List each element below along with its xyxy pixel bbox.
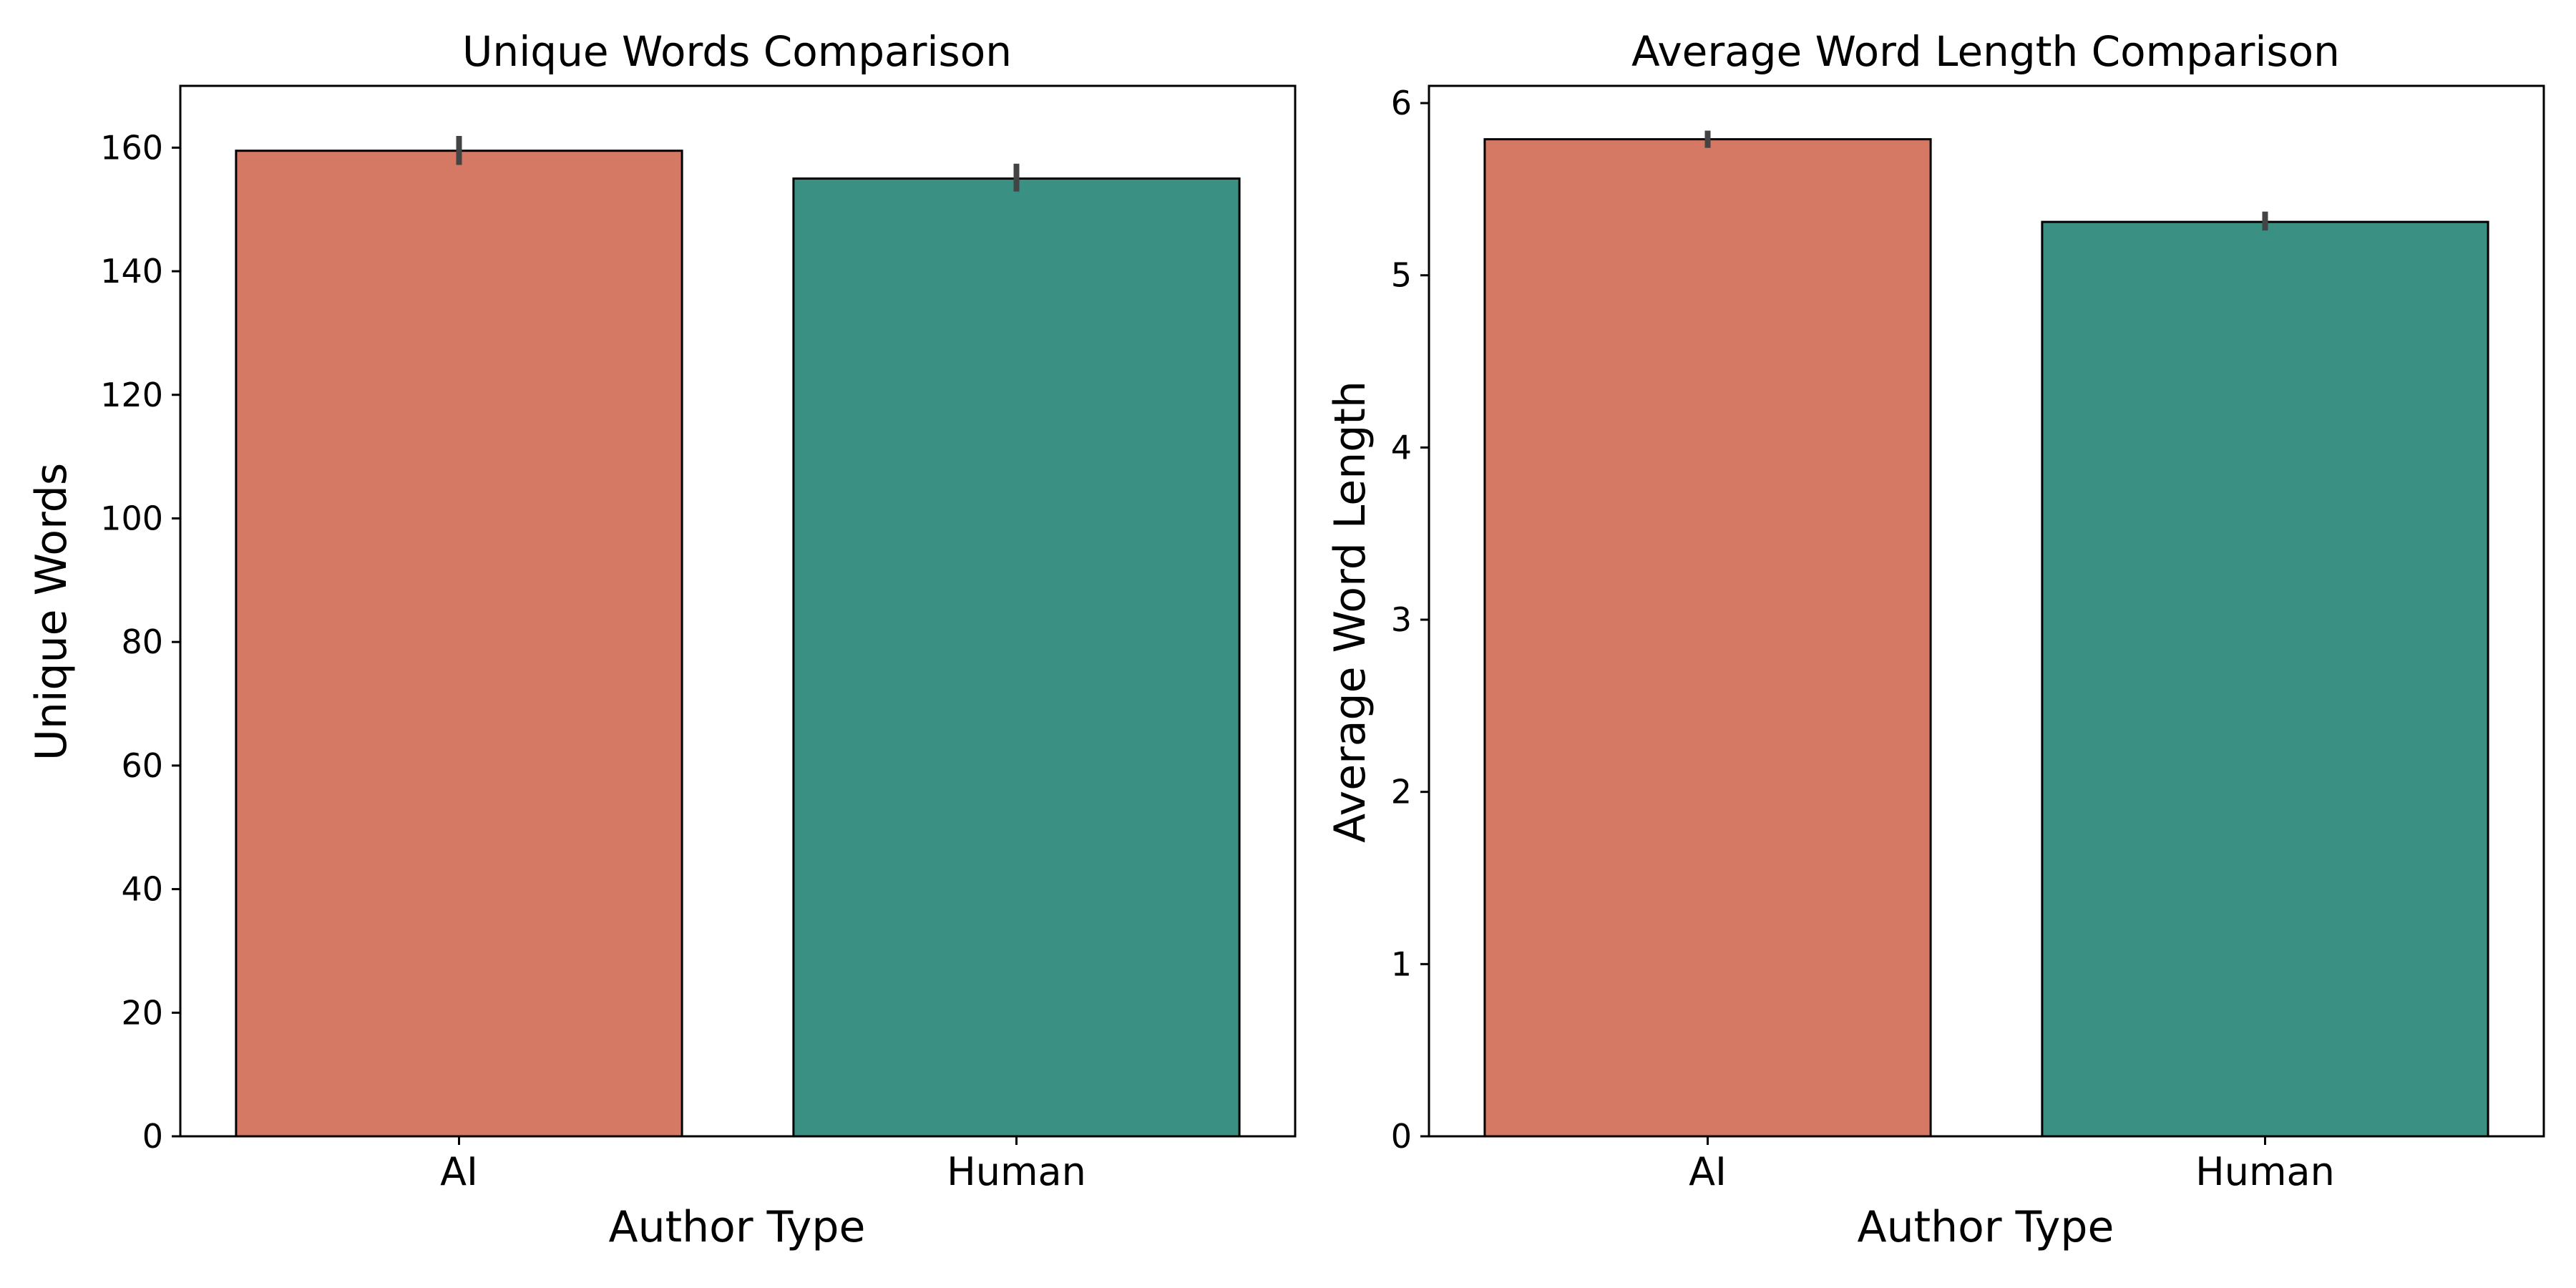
y-tick-label: 60 (121, 746, 163, 785)
y-tick-label: 80 (121, 623, 163, 661)
bar-human (792, 177, 1241, 1138)
y-tick-label: 2 (1391, 773, 1412, 811)
plot-frame (1428, 84, 2545, 1138)
x-tick-label: Human (947, 1149, 1086, 1194)
y-tick-label: 5 (1391, 256, 1412, 295)
x-tick-label: AI (440, 1149, 478, 1194)
bar-human (2041, 220, 2489, 1138)
y-tick-label: 1 (1391, 945, 1412, 983)
y-tick-label: 140 (100, 252, 163, 291)
x-axis-label: Author Type (609, 1202, 866, 1252)
x-tick-label: AI (1689, 1149, 1727, 1194)
bars (1483, 138, 2489, 1138)
x-ticks: AI Human (1689, 1136, 2335, 1194)
bars (235, 150, 1241, 1138)
bar-ai (1483, 138, 1932, 1138)
x-tick-label: Human (2195, 1149, 2335, 1194)
y-tick-label: 4 (1391, 428, 1412, 467)
chart-unique-words: Unique Words Comparison Unique Words Aut… (26, 27, 1297, 1252)
chart-average-word-length: Average Word Length Comparison Average W… (1325, 27, 2545, 1252)
bar-ai (235, 150, 683, 1138)
y-tick-label: 0 (1391, 1117, 1412, 1156)
y-axis-label: Unique Words (26, 463, 77, 761)
y-ticks: 0 1 2 3 4 5 6 (1391, 84, 1429, 1156)
y-tick-label: 0 (142, 1117, 163, 1156)
error-bars (1704, 130, 2268, 231)
x-ticks: AI Human (440, 1136, 1086, 1194)
y-tick-label: 120 (100, 376, 163, 414)
y-tick-label: 100 (100, 499, 163, 537)
x-axis-label: Author Type (1858, 1202, 2114, 1252)
y-tick-label: 3 (1391, 600, 1412, 639)
y-tick-label: 160 (100, 128, 163, 167)
y-tick-label: 20 (121, 993, 163, 1032)
y-ticks: 0 20 40 60 80 100 120 140 160 (100, 128, 180, 1156)
y-axis-label: Average Word Length (1325, 381, 1375, 843)
plot-frame (179, 84, 1297, 1138)
chart-title: Average Word Length Comparison (1631, 27, 2340, 76)
y-tick-label: 40 (121, 870, 163, 909)
y-tick-label: 6 (1391, 84, 1412, 122)
chart-title: Unique Words Comparison (462, 27, 1012, 76)
error-bars (456, 135, 1020, 192)
